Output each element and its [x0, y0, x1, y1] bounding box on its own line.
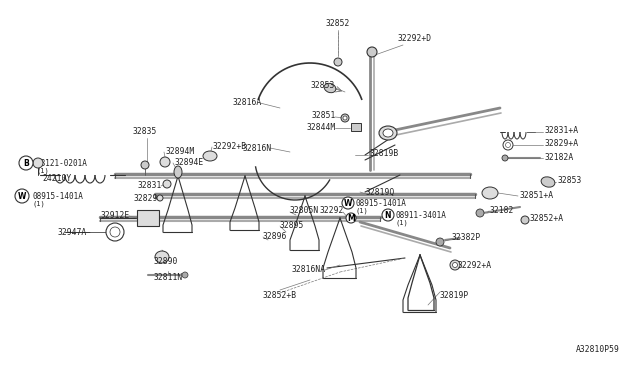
Text: 32890: 32890 — [154, 257, 178, 266]
Text: 32292: 32292 — [319, 205, 344, 215]
Circle shape — [157, 195, 163, 201]
Circle shape — [346, 213, 356, 223]
Ellipse shape — [106, 223, 124, 241]
Text: 32816N: 32816N — [243, 144, 272, 153]
Circle shape — [367, 47, 377, 57]
Ellipse shape — [482, 187, 498, 199]
Circle shape — [163, 180, 171, 188]
Circle shape — [506, 142, 511, 148]
Text: 32851: 32851 — [312, 110, 336, 119]
Ellipse shape — [541, 177, 555, 187]
Text: 32829: 32829 — [134, 193, 158, 202]
Ellipse shape — [110, 227, 120, 237]
Circle shape — [521, 216, 529, 224]
Text: 32835: 32835 — [133, 127, 157, 136]
Ellipse shape — [379, 126, 397, 140]
Ellipse shape — [324, 83, 336, 93]
Text: 32382P: 32382P — [452, 232, 481, 241]
Text: N: N — [385, 211, 391, 219]
Circle shape — [436, 238, 444, 246]
Circle shape — [160, 157, 170, 167]
Text: 32853: 32853 — [310, 80, 335, 90]
Text: 32852: 32852 — [326, 19, 350, 28]
Text: 32292+D: 32292+D — [398, 34, 432, 43]
Bar — [351, 123, 361, 131]
Text: 32894E: 32894E — [175, 157, 204, 167]
Text: 08911-3401A: 08911-3401A — [396, 211, 447, 219]
Text: W: W — [344, 199, 352, 208]
Ellipse shape — [383, 129, 393, 137]
Circle shape — [502, 155, 508, 161]
Text: 32819P: 32819P — [440, 291, 469, 299]
Text: 32844M: 32844M — [307, 122, 336, 131]
Text: 32831+A: 32831+A — [545, 125, 579, 135]
Text: W: W — [18, 192, 26, 201]
Text: 32947A: 32947A — [58, 228, 87, 237]
Text: B: B — [23, 158, 29, 167]
Circle shape — [141, 161, 149, 169]
Circle shape — [476, 209, 484, 217]
Circle shape — [452, 263, 458, 267]
Ellipse shape — [203, 151, 217, 161]
Text: 32852+B: 32852+B — [263, 291, 297, 299]
Circle shape — [15, 189, 29, 203]
Bar — [137, 210, 159, 226]
Text: 32895: 32895 — [280, 221, 305, 230]
Text: 32912E: 32912E — [100, 211, 130, 219]
Text: 32292+B: 32292+B — [213, 141, 247, 151]
Circle shape — [342, 197, 354, 209]
Text: 32182A: 32182A — [545, 153, 574, 161]
Text: 08915-1401A: 08915-1401A — [32, 192, 83, 201]
Text: 32805N: 32805N — [290, 205, 319, 215]
Text: 32851+A: 32851+A — [520, 190, 554, 199]
Text: 32816NA: 32816NA — [292, 266, 326, 275]
Text: A32810P59: A32810P59 — [576, 345, 620, 354]
Text: 32819Q: 32819Q — [366, 187, 396, 196]
Text: 32894M: 32894M — [166, 147, 195, 155]
Ellipse shape — [155, 251, 169, 263]
Circle shape — [450, 260, 460, 270]
Text: 08915-1401A: 08915-1401A — [356, 199, 407, 208]
Text: 32829+A: 32829+A — [545, 138, 579, 148]
Text: M: M — [347, 214, 355, 222]
Text: (1): (1) — [36, 168, 49, 174]
Text: (1): (1) — [356, 208, 369, 214]
Text: 32852+A: 32852+A — [530, 214, 564, 222]
Text: 32896: 32896 — [263, 231, 287, 241]
Text: 08121-0201A: 08121-0201A — [36, 158, 87, 167]
Text: 32182: 32182 — [490, 205, 515, 215]
Text: 32831: 32831 — [138, 180, 162, 189]
Circle shape — [19, 156, 33, 170]
Circle shape — [503, 140, 513, 150]
Circle shape — [382, 209, 394, 221]
Ellipse shape — [174, 166, 182, 178]
Circle shape — [343, 116, 347, 120]
Text: (1): (1) — [396, 220, 409, 226]
Circle shape — [341, 114, 349, 122]
Text: 32819B: 32819B — [370, 148, 399, 157]
Text: 24210Y: 24210Y — [42, 173, 71, 183]
Circle shape — [182, 272, 188, 278]
Text: 32292+A: 32292+A — [458, 262, 492, 270]
Text: 32816A: 32816A — [233, 97, 262, 106]
Text: (1): (1) — [32, 201, 45, 207]
Circle shape — [33, 158, 43, 168]
Text: 32811N: 32811N — [154, 273, 182, 282]
Circle shape — [334, 58, 342, 66]
Text: 32853: 32853 — [558, 176, 582, 185]
